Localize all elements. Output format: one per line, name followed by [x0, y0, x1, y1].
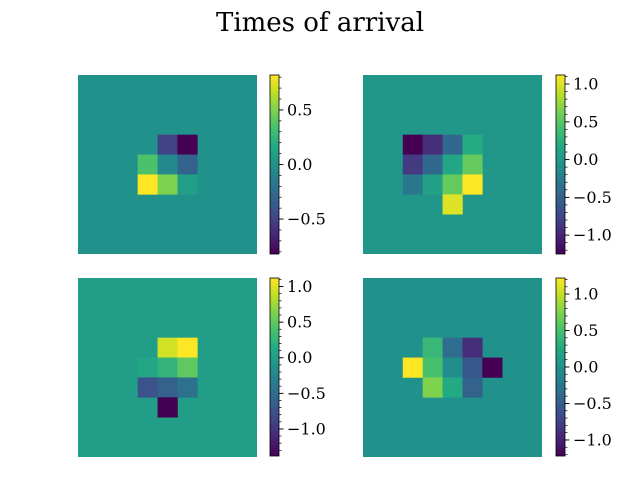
- heatmap-cell: [422, 174, 443, 195]
- heatmap-cell: [462, 377, 483, 398]
- colorbar-tick-label: 1.0: [573, 285, 598, 304]
- heatmap-cell: [157, 174, 178, 195]
- heatmap-cell: [137, 377, 158, 398]
- colorbar-tick-label: 0.0: [573, 150, 598, 169]
- heatmap-cell: [157, 154, 178, 175]
- colorbar-tick-label: −1.0: [573, 226, 612, 245]
- heatmap-cell: [177, 134, 198, 155]
- heatmap-cell: [177, 337, 198, 358]
- heatmap-cell: [157, 377, 178, 398]
- colorbar-tick-label: 0.0: [573, 358, 598, 377]
- heatmap-panel-bottom-left: 1.0 0.5 0.0 −0.5 −1.0: [78, 277, 326, 457]
- heatmap-cell: [442, 377, 463, 398]
- colorbar-tick-label: −1.0: [287, 419, 326, 438]
- heatmap-cell: [177, 377, 198, 398]
- heatmap-cell: [137, 154, 158, 175]
- heatmap-cell: [402, 154, 423, 175]
- colorbar: [555, 74, 566, 255]
- colorbar-tick-label: −0.5: [573, 188, 612, 207]
- colorbar-tick-label: −0.5: [573, 394, 612, 413]
- heatmap-cell: [422, 377, 443, 398]
- heatmap-cell: [442, 134, 463, 155]
- heatmap-panel-top-right: 1.0 0.5 0.0 −0.5 −1.0: [363, 74, 612, 255]
- heatmap-cell: [422, 134, 443, 155]
- heatmap-cell: [157, 337, 178, 358]
- colorbar-tick-label: 0.5: [573, 321, 598, 340]
- heatmap-panel-bottom-right: 1.0 0.5 0.0 −0.5 −1.0: [363, 277, 612, 457]
- colorbar-tick-label: −0.5: [287, 210, 326, 229]
- heatmap-cell: [402, 134, 423, 155]
- heatmap-cell: [442, 194, 463, 215]
- colorbar-tick-label: 1.0: [287, 277, 312, 296]
- colorbar: [555, 277, 566, 457]
- figure-title: Times of arrival: [215, 8, 425, 38]
- heatmap-cell: [462, 357, 483, 378]
- heatmap-cell: [442, 357, 463, 378]
- heatmap-cell: [157, 397, 178, 418]
- colorbar-tick-label: 0.5: [573, 112, 598, 131]
- colorbar-tick-label: 1.0: [573, 75, 598, 94]
- colorbar: [269, 277, 280, 457]
- heatmap-cell: [442, 154, 463, 175]
- heatmap-cell: [422, 357, 443, 378]
- heatmap-cell: [482, 357, 503, 378]
- heatmap-cell: [422, 154, 443, 175]
- heatmap-cell: [442, 337, 463, 358]
- colorbar-tick-label: 0.0: [287, 155, 312, 174]
- colorbar-tick-label: 0.5: [287, 313, 312, 332]
- colorbar: [269, 74, 280, 255]
- heatmap-cell: [157, 357, 178, 378]
- colorbar-tick-label: 0.5: [287, 100, 312, 119]
- heatmap-cell: [402, 357, 423, 378]
- heatmap-cell: [137, 357, 158, 378]
- heatmap-panel-top-left: 0.5 0.0 −0.5: [78, 74, 326, 255]
- heatmap-cell: [462, 134, 483, 155]
- colorbar-tick-label: −0.5: [287, 384, 326, 403]
- heatmap-cell: [177, 174, 198, 195]
- heatmap-cell: [157, 134, 178, 155]
- colorbar-tick-label: −1.0: [573, 430, 612, 449]
- heatmap-cell: [402, 174, 423, 195]
- heatmap-cell: [462, 174, 483, 195]
- heatmap-cell: [137, 174, 158, 195]
- heatmap-cell: [442, 174, 463, 195]
- heatmap-cell: [462, 154, 483, 175]
- colorbar-tick-label: 0.0: [287, 348, 312, 367]
- heatmap-cell: [177, 154, 198, 175]
- heatmap-cell: [422, 337, 443, 358]
- heatmap-cell: [462, 337, 483, 358]
- heatmap-cell: [177, 357, 198, 378]
